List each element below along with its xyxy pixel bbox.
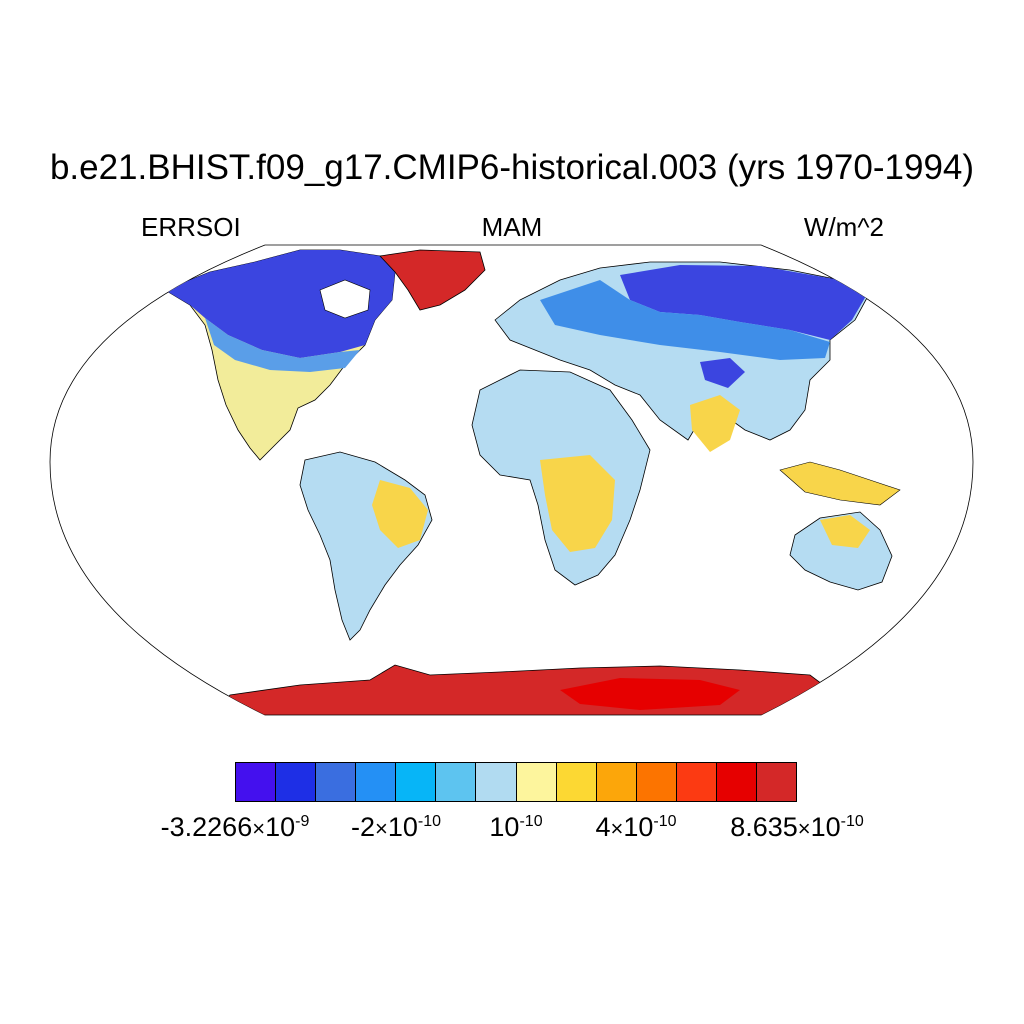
variable-label: ERRSOI	[141, 212, 241, 242]
units-label: W/m^2	[803, 212, 884, 242]
colorbar-label-2: 10-10	[489, 812, 543, 842]
colorbar-bin-3	[356, 763, 397, 801]
colorbar-bin-8	[556, 763, 597, 801]
colorbar-bin-13	[757, 763, 797, 801]
north-america-mid-zone	[205, 318, 360, 372]
colorbar-bin-2	[316, 763, 357, 801]
colorbar-bin-11	[676, 763, 717, 801]
hudson-bay	[319, 279, 371, 319]
africa-warm-patch	[540, 455, 615, 552]
australia-warm-patch	[820, 515, 870, 548]
colorbar-label-4: 8.635×10-10	[730, 812, 864, 842]
landmass-greenland	[379, 249, 486, 311]
colorbar-label-1: -2×10-10	[350, 812, 442, 842]
north-america-cold-zone	[165, 250, 395, 358]
colorbar-bin-4	[396, 763, 437, 801]
colorbar-bin-7	[516, 763, 557, 801]
landmass-maritime-asia	[779, 461, 901, 506]
colorbar-bin-6	[476, 763, 517, 801]
antarctica-core	[560, 678, 740, 710]
plot-title: b.e21.BHIST.f09_g17.CMIP6-historical.003…	[49, 148, 975, 187]
siberia-cold-zone	[620, 265, 866, 340]
colorbar-label-0: -3.2266×10-9	[160, 812, 310, 842]
colorbar-label-3: 4×10-10	[595, 812, 677, 842]
tibet-cold-patch	[700, 358, 745, 388]
colorbar-bin-9	[596, 763, 637, 801]
eurasia-mid-zone	[540, 280, 830, 360]
colorbar-bin-5	[436, 763, 477, 801]
colorbar	[235, 762, 797, 802]
colorbar-bin-1	[276, 763, 317, 801]
colorbar-bin-0	[236, 763, 277, 801]
south-america-warm-patch	[372, 480, 428, 548]
colorbar-bin-10	[636, 763, 677, 801]
colorbar-bin-12	[716, 763, 758, 801]
season-label: MAM	[481, 212, 543, 242]
south-asia-warm-patch	[690, 395, 740, 452]
